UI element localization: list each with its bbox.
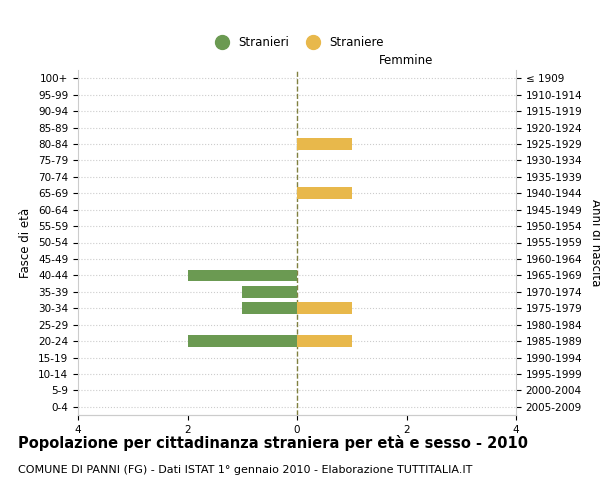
Bar <box>297 138 352 149</box>
Text: COMUNE DI PANNI (FG) - Dati ISTAT 1° gennaio 2010 - Elaborazione TUTTITALIA.IT: COMUNE DI PANNI (FG) - Dati ISTAT 1° gen… <box>18 465 472 475</box>
Text: Femmine: Femmine <box>379 54 434 66</box>
Bar <box>187 270 297 281</box>
Bar <box>242 302 297 314</box>
Bar <box>297 188 352 199</box>
Y-axis label: Fasce di età: Fasce di età <box>19 208 32 278</box>
Bar <box>242 286 297 298</box>
Y-axis label: Anni di nascita: Anni di nascita <box>589 199 600 286</box>
Bar <box>297 336 352 347</box>
Bar <box>187 336 297 347</box>
Text: Popolazione per cittadinanza straniera per età e sesso - 2010: Popolazione per cittadinanza straniera p… <box>18 435 528 451</box>
Bar <box>297 302 352 314</box>
Legend: Stranieri, Straniere: Stranieri, Straniere <box>205 31 389 54</box>
